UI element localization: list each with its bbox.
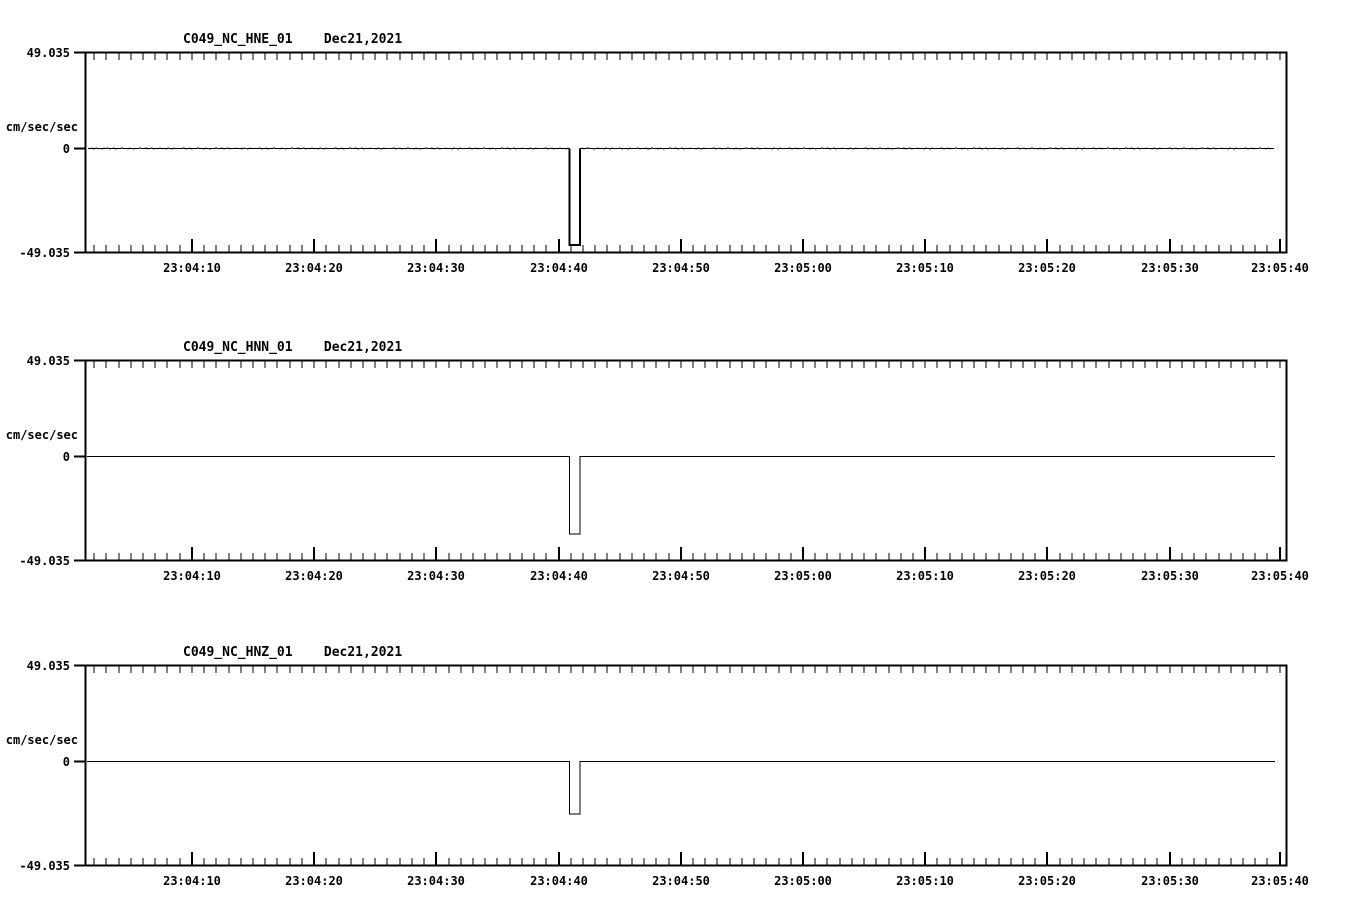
- panel-title-hne: C049_NC_HNE_01 Dec21,2021: [183, 32, 403, 47]
- y-tick-top-hnz: 49.035: [26, 659, 70, 673]
- x-tick-label-hne-8: 23:05:30: [1141, 261, 1199, 275]
- x-tick-label-hnn-4: 23:04:50: [652, 569, 710, 583]
- panel-title-hnz: C049_NC_HNZ_01 Dec21,2021: [183, 645, 403, 660]
- x-tick-label-hne-3: 23:04:40: [530, 261, 588, 275]
- y-tick-top-hnn: 49.035: [26, 354, 70, 368]
- panel-hne: C049_NC_HNE_01 Dec21,2021 cm/sec/sec 49.…: [0, 0, 1358, 300]
- y-tick-zero-hnz: 0: [62, 755, 70, 769]
- x-tick-label-hne-4: 23:04:50: [652, 261, 710, 275]
- x-tick-label-hnn-6: 23:05:10: [896, 569, 954, 583]
- x-tick-label-hnz-9: 23:05:40: [1251, 874, 1309, 888]
- x-tick-label-hnn-8: 23:05:30: [1141, 569, 1199, 583]
- plot-area-hne: [74, 51, 1288, 254]
- x-tick-label-hne-6: 23:05:10: [896, 261, 954, 275]
- x-tick-label-hnz-8: 23:05:30: [1141, 874, 1199, 888]
- x-tick-label-hnn-9: 23:05:40: [1251, 569, 1309, 583]
- x-tick-label-hnz-0: 23:04:10: [163, 874, 221, 888]
- x-tick-label-hnn-1: 23:04:20: [285, 569, 343, 583]
- y-axis-unit-label-hne: cm/sec/sec: [5, 120, 78, 134]
- x-tick-label-hne-0: 23:04:10: [163, 261, 221, 275]
- y-tick-bottom-hnn: -49.035: [19, 554, 70, 568]
- x-tick-label-hne-2: 23:04:30: [407, 261, 465, 275]
- x-tick-label-hnz-3: 23:04:40: [530, 874, 588, 888]
- x-tick-label-hne-1: 23:04:20: [285, 261, 343, 275]
- x-tick-label-hnn-7: 23:05:20: [1018, 569, 1076, 583]
- x-tick-label-hnz-4: 23:04:50: [652, 874, 710, 888]
- x-tick-label-hnn-2: 23:04:30: [407, 569, 465, 583]
- x-tick-label-hnz-6: 23:05:10: [896, 874, 954, 888]
- x-tick-label-hne-9: 23:05:40: [1251, 261, 1309, 275]
- x-tick-label-hnn-0: 23:04:10: [163, 569, 221, 583]
- x-tick-label-hne-7: 23:05:20: [1018, 261, 1076, 275]
- x-tick-label-hnz-2: 23:04:30: [407, 874, 465, 888]
- y-tick-bottom-hne: -49.035: [19, 246, 70, 260]
- y-axis-unit-label-hnn: cm/sec/sec: [5, 428, 78, 442]
- x-tick-label-hnn-5: 23:05:00: [774, 569, 832, 583]
- x-tick-label-hnz-1: 23:04:20: [285, 874, 343, 888]
- y-tick-bottom-hnz: -49.035: [19, 859, 70, 873]
- panel-hnz: C049_NC_HNZ_01 Dec21,2021 cm/sec/sec 49.…: [0, 613, 1358, 924]
- panel-title-hnn: C049_NC_HNN_01 Dec21,2021: [183, 340, 403, 355]
- x-tick-label-hnn-3: 23:04:40: [530, 569, 588, 583]
- panel-hnn: C049_NC_HNN_01 Dec21,2021 cm/sec/sec 49.…: [0, 308, 1358, 608]
- y-tick-top-hne: 49.035: [26, 46, 70, 60]
- x-tick-label-hne-5: 23:05:00: [774, 261, 832, 275]
- plot-area-hnn: [74, 359, 1288, 562]
- x-tick-label-hnz-7: 23:05:20: [1018, 874, 1076, 888]
- y-tick-zero-hne: 0: [62, 142, 70, 156]
- plot-area-hnz: [74, 664, 1288, 867]
- x-tick-label-hnz-5: 23:05:00: [774, 874, 832, 888]
- y-axis-unit-label-hnz: cm/sec/sec: [5, 733, 78, 747]
- y-tick-zero-hnn: 0: [62, 450, 70, 464]
